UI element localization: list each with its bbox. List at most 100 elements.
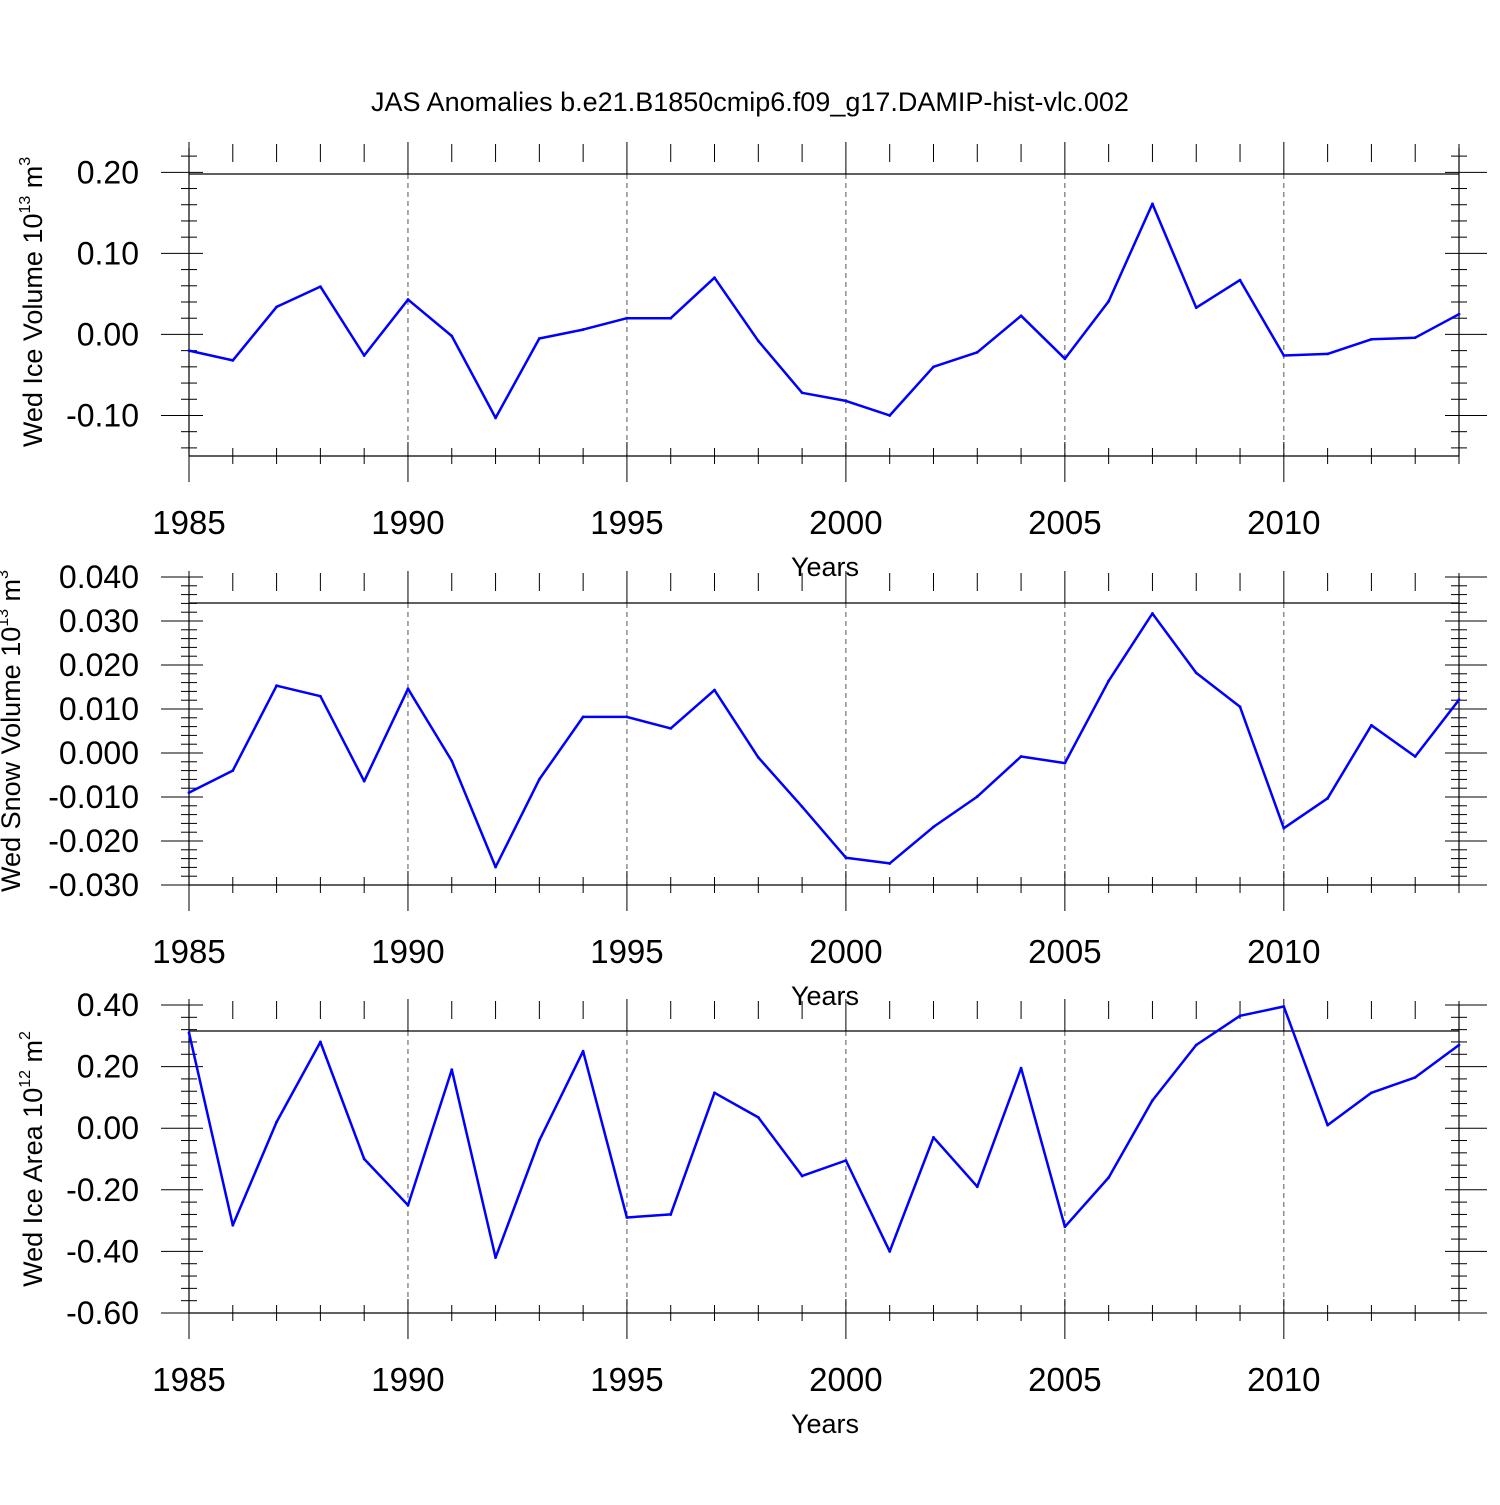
data-point: [1151, 202, 1154, 206]
data-point: [844, 856, 848, 860]
x-tick-label: 2005: [1028, 504, 1101, 541]
data-point: [187, 1031, 191, 1035]
x-axis-label: Years: [791, 552, 859, 582]
data-point: [450, 759, 454, 763]
data-point: [1238, 1014, 1242, 1018]
chart-title: JAS Anomalies b.e21.B1850cmip6.f09_g17.D…: [371, 87, 1129, 117]
data-point: [975, 350, 979, 354]
data-point: [537, 337, 541, 340]
y-label-text: Wed Snow Volume 10: [0, 627, 26, 892]
x-axis-label: Years: [791, 981, 859, 1011]
data-point: [756, 756, 760, 759]
data-point: [800, 1174, 804, 1178]
data-point: [625, 1216, 629, 1219]
x-tick-label: 2010: [1247, 504, 1320, 541]
y-tick-label: 0.030: [59, 603, 139, 639]
data-point: [1326, 352, 1330, 356]
x-tick-label: 2010: [1247, 1361, 1320, 1398]
x-tick-label: 2005: [1028, 1361, 1101, 1398]
data-point: [1326, 1123, 1330, 1127]
data-point: [581, 328, 585, 331]
data-point: [1282, 1005, 1286, 1008]
data-point: [888, 1250, 892, 1253]
data-point: [1019, 755, 1023, 758]
data-point: [1370, 337, 1373, 341]
y-tick-label: -0.010: [48, 779, 139, 815]
data-point: [1019, 1066, 1023, 1070]
y-axis-label: Wed Ice Volume 1013 m3: [17, 157, 48, 447]
data-point: [187, 791, 191, 794]
data-point: [581, 715, 585, 719]
x-tick-label: 2000: [809, 504, 882, 541]
x-tick-label: 2005: [1028, 933, 1101, 970]
y-tick-label: 0.020: [59, 647, 139, 683]
panel-2: 0.040 0.030 0.020 0.010 0.000 -0.010 -0.020 -0.…: [0, 559, 1487, 1011]
data-point: [756, 339, 760, 343]
data-point: [975, 795, 979, 798]
data-point: [1457, 312, 1461, 316]
x-tick-label: 2000: [809, 1361, 882, 1398]
x-tick-label: 1990: [371, 933, 444, 970]
y-tick-label: 0.40: [77, 987, 139, 1023]
y-tick-label: 0.000: [59, 735, 139, 771]
data-point: [932, 365, 935, 369]
data-point: [537, 1139, 541, 1142]
data-point: [1326, 796, 1330, 800]
data-point: [975, 1185, 979, 1189]
y-tick-label: 0.00: [77, 316, 139, 352]
data-point: [625, 715, 629, 719]
y-label-unit: m: [0, 579, 26, 609]
x-tick-label: 1985: [152, 504, 225, 541]
x-tick-label: 1995: [590, 933, 663, 970]
data-point: [1238, 705, 1242, 709]
data-point: [406, 298, 410, 301]
data-point: [187, 349, 191, 353]
data-point: [231, 358, 235, 362]
series-line-ice-volume: [188, 202, 1460, 420]
x-tick-label: 2000: [809, 933, 882, 970]
data-point: [450, 1068, 454, 1072]
x-tick-label: 1995: [590, 1361, 663, 1398]
data-point: [275, 305, 278, 309]
data-point: [406, 687, 410, 691]
data-point: [844, 1159, 848, 1162]
y-tick-label: -0.020: [48, 823, 139, 859]
panel-3: 0.40 0.20 0.00 -0.20 -0.40 -0.60 1985 1990 1995 2…: [17, 987, 1487, 1439]
data-point: [844, 399, 848, 403]
data-point: [1107, 299, 1111, 303]
y-label-unit-exponent: 2: [17, 1031, 34, 1040]
data-point: [1063, 761, 1067, 765]
y-tick-label: -0.60: [66, 1295, 139, 1331]
y-tick-label: 0.010: [59, 691, 139, 727]
series-line-snow-volume: [188, 612, 1460, 869]
y-tick-label: 0.20: [77, 1049, 139, 1085]
data-point: [1019, 314, 1023, 318]
x-tick-label: 1995: [590, 504, 663, 541]
y-tick-label: 0.10: [77, 235, 139, 271]
y-label-exponent: 13: [0, 609, 12, 627]
data-point: [318, 285, 322, 288]
data-point: [756, 1116, 760, 1119]
data-point: [494, 1256, 497, 1259]
x-tick-label: 1985: [152, 933, 225, 970]
y-label-unit: m: [18, 166, 48, 196]
data-point: [318, 694, 322, 698]
data-point: [581, 1049, 585, 1053]
y-label-exponent: 12: [17, 1070, 34, 1088]
data-point: [1107, 679, 1111, 683]
data-point: [494, 865, 497, 869]
panel-1: 0.20 0.10 0.00 -0.10 1985 1990 1995 2000 2005 201…: [17, 142, 1487, 582]
data-point: [1282, 826, 1286, 830]
y-tick-label: -0.40: [66, 1233, 139, 1269]
data-point: [1457, 698, 1461, 702]
y-label-unit-exponent: 3: [0, 570, 12, 579]
data-point: [275, 684, 278, 688]
data-point: [1370, 1091, 1373, 1095]
y-tick-label: -0.20: [66, 1172, 139, 1208]
data-point: [1370, 723, 1373, 727]
data-point: [362, 779, 366, 783]
y-label-text: Wed Ice Volume 10: [18, 214, 48, 448]
data-point: [1151, 612, 1154, 615]
data-point: [625, 316, 629, 320]
